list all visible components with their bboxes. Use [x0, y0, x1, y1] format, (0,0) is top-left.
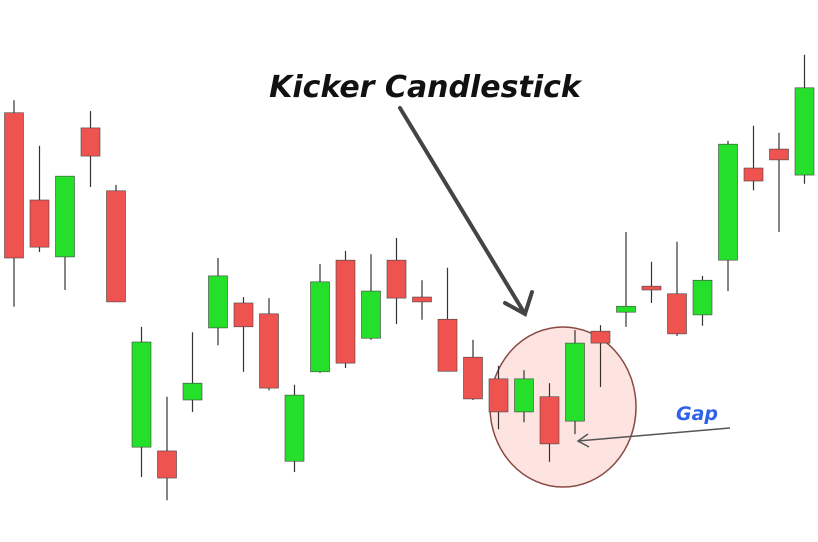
- candle-body: [284, 394, 305, 462]
- candle-body: [565, 342, 585, 422]
- candle-body: [539, 396, 560, 445]
- candle-body: [641, 285, 662, 291]
- candle-body: [4, 112, 24, 259]
- candle-body: [667, 293, 687, 335]
- candle-body: [80, 127, 101, 157]
- candle-body: [310, 281, 330, 373]
- candle-body: [335, 259, 356, 364]
- candle-body: [463, 356, 483, 400]
- candle-body: [233, 302, 254, 328]
- candle-body: [131, 341, 152, 448]
- candle-body: [259, 313, 279, 389]
- candle-body: [55, 175, 75, 258]
- candle-body: [769, 148, 789, 161]
- candle-body: [412, 296, 432, 303]
- candle-body: [590, 330, 611, 344]
- candle-body: [29, 199, 50, 248]
- candles: [4, 54, 815, 501]
- candle-body: [616, 305, 636, 313]
- candle-body: [743, 167, 764, 182]
- chart-title: Kicker Candlestick: [269, 70, 583, 105]
- candle-body: [157, 450, 177, 479]
- candle-body: [488, 378, 509, 413]
- candle-body: [514, 378, 534, 413]
- candle-body: [794, 87, 815, 176]
- candle-body: [361, 290, 381, 339]
- gap-label: Gap: [676, 403, 718, 425]
- candle-body: [386, 259, 407, 299]
- candle-body: [106, 190, 126, 303]
- highlight-circle: [489, 326, 637, 488]
- gap-arrow: [576, 427, 731, 448]
- candle-body: [182, 382, 203, 401]
- pointer-arrow: [398, 106, 534, 317]
- candle-body: [692, 279, 713, 316]
- candle-body: [718, 143, 738, 261]
- candle-body: [208, 275, 228, 329]
- candle-body: [437, 318, 458, 372]
